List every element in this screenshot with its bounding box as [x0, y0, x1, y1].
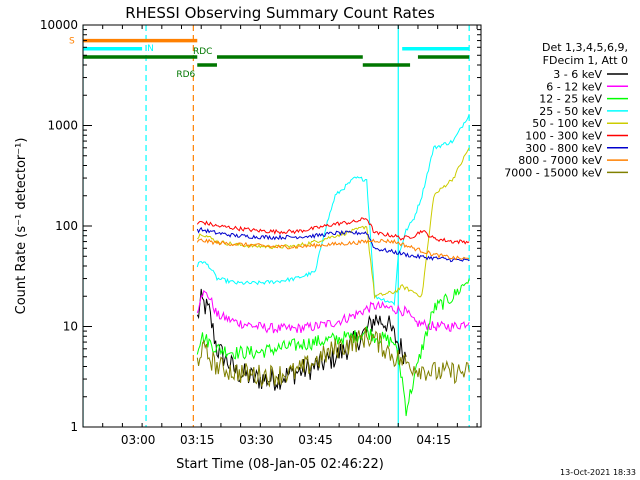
legend: Det 1,3,4,5,6,9,FDecim 1, Att 03 - 6 keV… — [504, 41, 628, 179]
series-line-100-300-kev — [196, 217, 470, 245]
y-axis-label: Count Rate (s⁻¹ detector⁻¹) — [14, 138, 29, 315]
legend-label-7: 800 - 7000 keV — [518, 154, 602, 167]
x-axis-label: Start Time (08-Jan-05 02:46:22) — [176, 457, 384, 472]
y-tick-label-4: 10000 — [40, 18, 78, 32]
y-axis: 1 10 100 1000 10000 — [40, 18, 481, 434]
x-tick-label-2: 03:30 — [239, 433, 274, 447]
flag-label-rd6: RD6 — [176, 70, 195, 80]
legend-label-3: 25 - 50 keV — [539, 105, 602, 118]
series-line-12-25-kev — [196, 278, 470, 417]
series-line-7000-15000-kev — [196, 326, 470, 388]
chart-title: RHESSI Observing Summary Count Rates — [125, 4, 435, 22]
x-tick-label-5: 04:15 — [416, 433, 451, 447]
flag-label-n: N — [147, 44, 154, 54]
series-line-300-800-kev — [196, 226, 470, 263]
flag-label-s: S — [69, 37, 75, 47]
legend-label-8: 7000 - 15000 keV — [504, 166, 602, 179]
x-tick-label-3: 03:45 — [298, 433, 333, 447]
legend-label-4: 50 - 100 keV — [532, 117, 602, 130]
legend-header-1: FDecim 1, Att 0 — [543, 54, 628, 67]
legend-label-0: 3 - 6 keV — [553, 68, 602, 81]
plot-area — [83, 25, 470, 427]
series-line-6-12-kev — [196, 289, 470, 334]
legend-label-6: 300 - 800 keV — [525, 142, 602, 155]
flag-label-rdc: RDC — [193, 47, 212, 57]
x-tick-label-1: 03:15 — [180, 433, 215, 447]
footer-timestamp: 13-Oct-2021 18:33 — [560, 468, 636, 477]
series-line-25-50-kev — [196, 113, 470, 307]
y-tick-label-1: 10 — [63, 320, 78, 334]
legend-label-1: 6 - 12 keV — [546, 80, 602, 93]
y-tick-label-3: 1000 — [47, 119, 78, 133]
legend-header-0: Det 1,3,4,5,6,9, — [542, 41, 628, 54]
x-tick-label-0: 03:00 — [121, 433, 156, 447]
y-tick-label-2: 100 — [55, 219, 78, 233]
legend-label-5: 100 - 300 keV — [525, 130, 602, 143]
series-line-800-7000-kev — [196, 238, 470, 261]
x-tick-label-4: 04:00 — [357, 433, 392, 447]
legend-label-2: 12 - 25 keV — [539, 93, 602, 106]
series-line-3-6-kev — [196, 288, 407, 391]
x-axis: 03:00 03:15 03:30 03:45 04:00 04:15 — [82, 25, 478, 447]
y-tick-label-0: 1 — [70, 420, 78, 434]
